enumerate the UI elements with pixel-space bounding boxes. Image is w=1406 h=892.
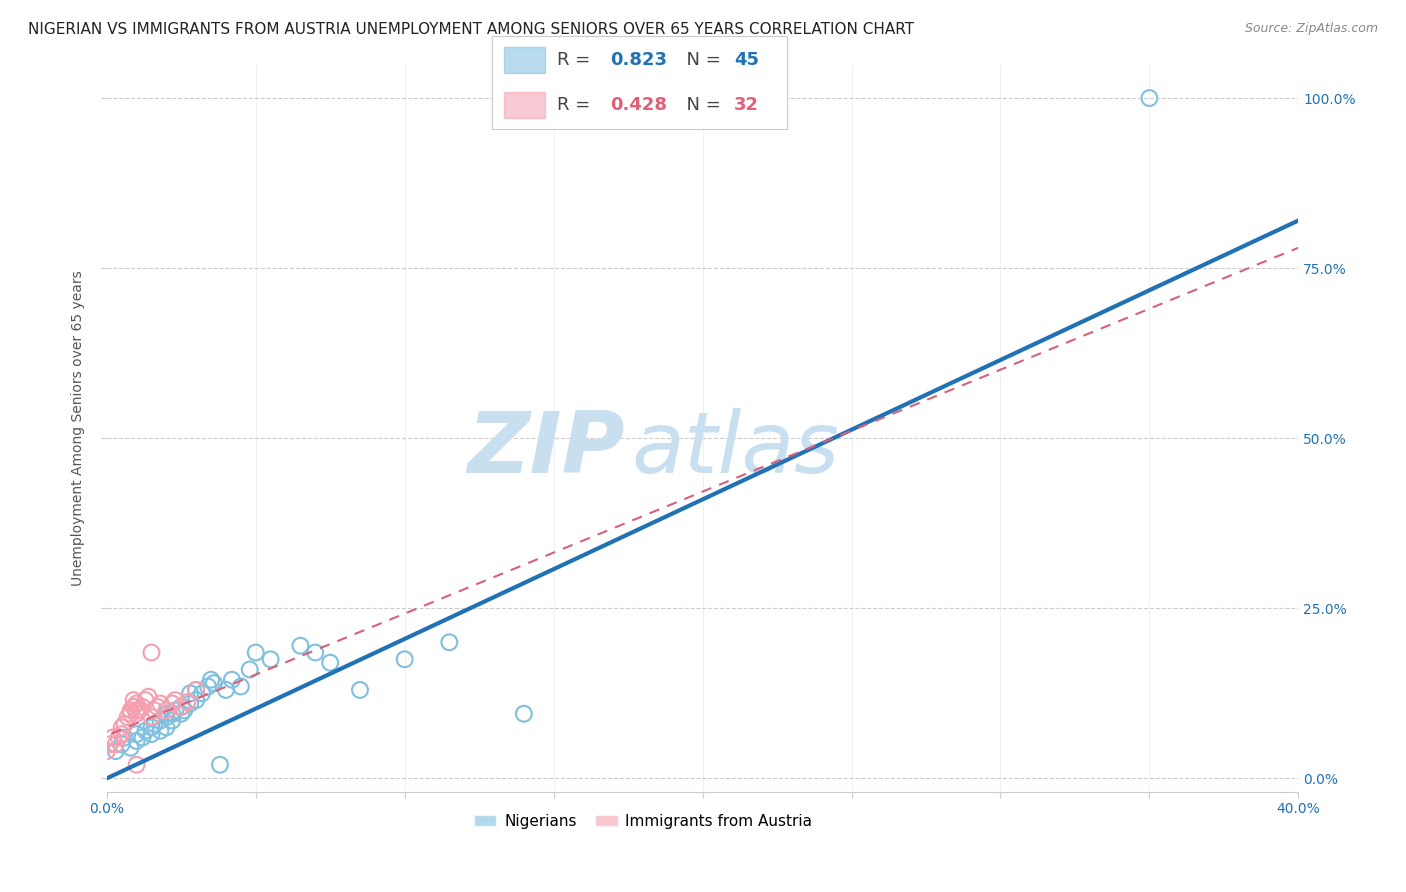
Point — [120, 703, 142, 717]
Text: 0.428: 0.428 — [610, 96, 668, 114]
Point — [149, 697, 172, 711]
Point — [125, 734, 148, 748]
Point — [245, 646, 267, 660]
Text: R =: R = — [557, 96, 596, 114]
Point — [197, 680, 219, 694]
Point — [304, 646, 326, 660]
Point — [155, 720, 177, 734]
Point — [191, 686, 214, 700]
Point — [128, 703, 150, 717]
Point — [146, 700, 169, 714]
Point — [439, 635, 461, 649]
Point — [117, 710, 139, 724]
Point — [143, 717, 166, 731]
Point — [215, 682, 238, 697]
Point — [114, 731, 136, 745]
Point — [149, 723, 172, 738]
Point — [165, 693, 187, 707]
Point — [125, 727, 148, 741]
Point — [513, 706, 536, 721]
Point — [162, 697, 184, 711]
Point — [138, 690, 160, 704]
Point — [170, 700, 193, 714]
Point — [96, 744, 118, 758]
Point — [1139, 91, 1161, 105]
Text: Source: ZipAtlas.com: Source: ZipAtlas.com — [1244, 22, 1378, 36]
Point — [221, 673, 243, 687]
Point — [155, 703, 177, 717]
Point — [141, 710, 163, 724]
Text: NIGERIAN VS IMMIGRANTS FROM AUSTRIA UNEMPLOYMENT AMONG SENIORS OVER 65 YEARS COR: NIGERIAN VS IMMIGRANTS FROM AUSTRIA UNEM… — [28, 22, 914, 37]
Point — [104, 737, 127, 751]
Point — [143, 703, 166, 717]
Point — [98, 737, 121, 751]
Point — [170, 700, 193, 714]
Point — [202, 676, 225, 690]
Point — [165, 703, 187, 717]
Text: 32: 32 — [734, 96, 759, 114]
Point — [131, 731, 153, 745]
Point — [111, 727, 134, 741]
Point — [111, 737, 134, 751]
Point — [141, 646, 163, 660]
Point — [162, 714, 184, 728]
Point — [125, 757, 148, 772]
Point — [120, 706, 142, 721]
FancyBboxPatch shape — [503, 47, 546, 73]
Point — [134, 693, 156, 707]
Point — [239, 663, 262, 677]
Point — [179, 686, 201, 700]
Point — [319, 656, 342, 670]
FancyBboxPatch shape — [503, 92, 546, 118]
Point — [141, 720, 163, 734]
Point — [107, 731, 129, 745]
Text: 0.823: 0.823 — [610, 51, 668, 69]
Point — [125, 703, 148, 717]
Point — [122, 693, 145, 707]
Legend: Nigerians, Immigrants from Austria: Nigerians, Immigrants from Austria — [467, 808, 818, 835]
Text: 45: 45 — [734, 51, 759, 69]
Point — [114, 717, 136, 731]
Point — [394, 652, 416, 666]
Point — [176, 695, 198, 709]
Text: R =: R = — [557, 51, 596, 69]
Point — [141, 727, 163, 741]
Point — [229, 680, 252, 694]
Text: atlas: atlas — [631, 409, 839, 491]
Y-axis label: Unemployment Among Seniors over 65 years: Unemployment Among Seniors over 65 years — [72, 270, 86, 586]
Point — [131, 700, 153, 714]
Point — [186, 682, 208, 697]
Point — [125, 697, 148, 711]
Point — [162, 706, 184, 721]
Point — [208, 757, 231, 772]
Point — [149, 714, 172, 728]
Point — [125, 706, 148, 721]
Point — [101, 731, 124, 745]
Point — [122, 700, 145, 714]
Point — [179, 697, 201, 711]
Point — [111, 720, 134, 734]
Point — [186, 682, 208, 697]
Point — [290, 639, 312, 653]
Point — [134, 723, 156, 738]
Point — [200, 673, 222, 687]
Point — [155, 706, 177, 721]
Point — [155, 710, 177, 724]
Text: ZIP: ZIP — [467, 409, 626, 491]
Point — [186, 693, 208, 707]
Point — [259, 652, 281, 666]
Text: N =: N = — [675, 51, 727, 69]
Point — [173, 703, 195, 717]
Point — [104, 744, 127, 758]
Point — [120, 740, 142, 755]
Text: N =: N = — [675, 96, 727, 114]
Point — [170, 706, 193, 721]
Point — [349, 682, 371, 697]
